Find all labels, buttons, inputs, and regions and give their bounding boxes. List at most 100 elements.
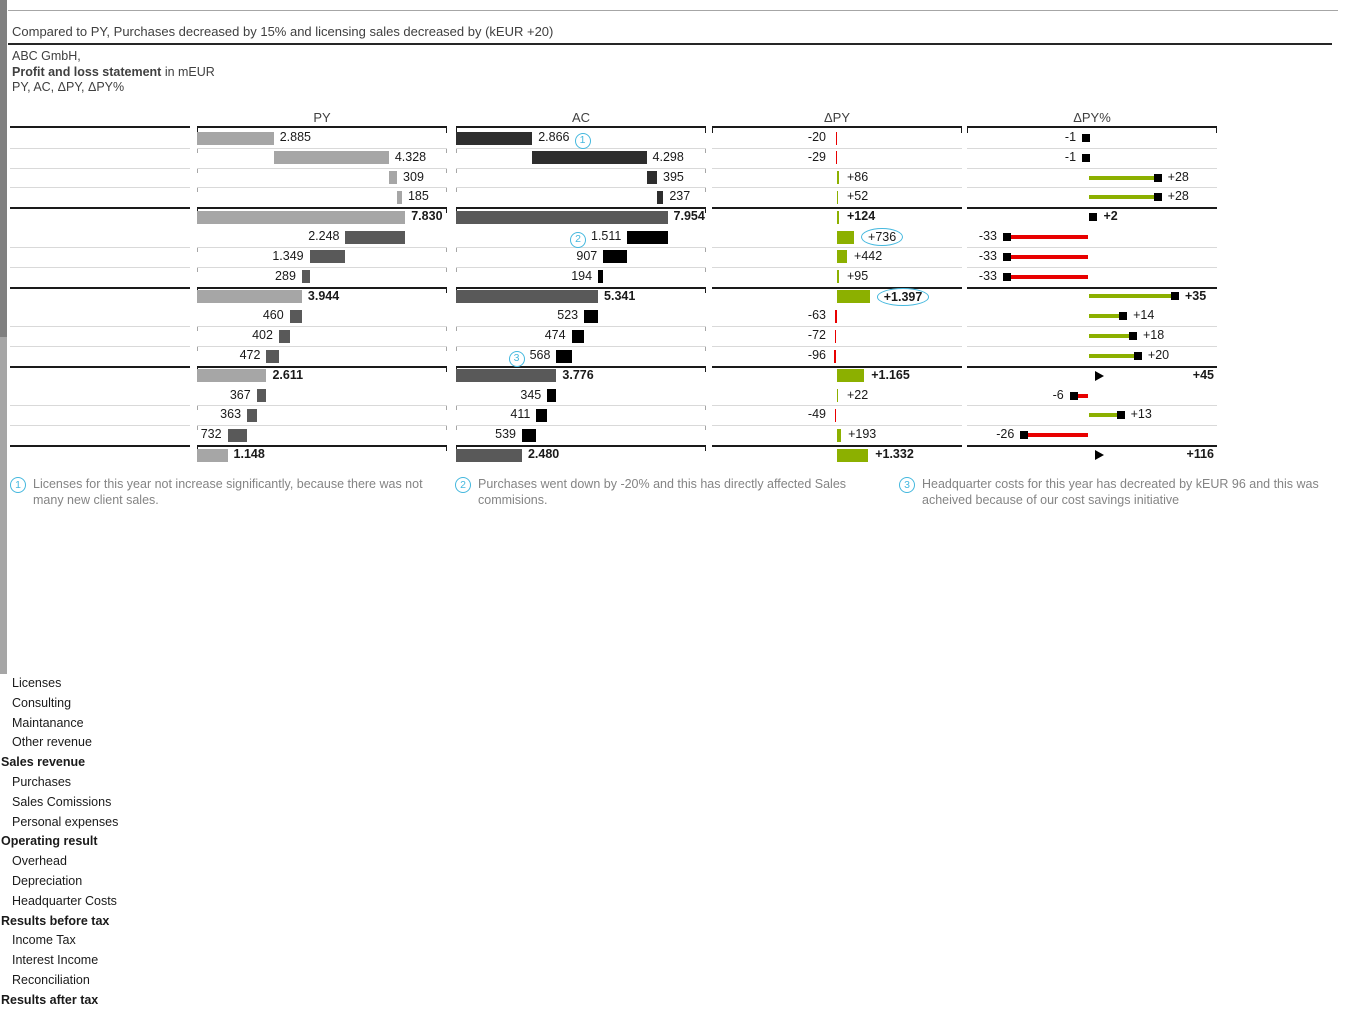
column-header-dpypct: ΔPY% bbox=[1073, 110, 1111, 125]
row-label-licenses: Licenses bbox=[12, 675, 62, 690]
py-value: 460 bbox=[262, 308, 284, 323]
py-bar bbox=[197, 290, 302, 304]
ac-bar bbox=[603, 250, 628, 264]
row-label-sales-comissions: Sales Comissions bbox=[12, 794, 112, 809]
axis-tick bbox=[197, 148, 198, 153]
row-separator-line bbox=[456, 425, 706, 427]
axis-tick bbox=[705, 188, 706, 193]
footnote-2: 2 Purchases went down by -20% and this ha… bbox=[455, 476, 877, 508]
row-separator-line bbox=[456, 346, 706, 348]
dpypct-value: +18 bbox=[1142, 328, 1165, 343]
ac-value: 3.776 bbox=[562, 367, 594, 382]
dpy-bar bbox=[835, 309, 837, 323]
dpy-cell: -96 bbox=[712, 346, 962, 366]
dpypct-pin-line bbox=[1006, 254, 1089, 259]
py-cell: 367 bbox=[197, 386, 447, 406]
ac-cell: 2.866 1 bbox=[456, 128, 706, 149]
row-label-results-after-tax: Results after tax bbox=[1, 992, 99, 1007]
dpy-cell: +52 bbox=[712, 187, 962, 207]
row-separator-line bbox=[456, 187, 706, 189]
ac-value: 237 bbox=[669, 189, 691, 204]
annotation-circle-1: 1 bbox=[574, 132, 591, 149]
dpy-value: +124 bbox=[847, 209, 876, 224]
column-header-dpy: ΔPY bbox=[823, 110, 851, 125]
axis-tick bbox=[446, 426, 447, 431]
py-cell: 2.885 bbox=[197, 128, 447, 148]
row-label-operating-result: Operating result bbox=[1, 834, 98, 849]
footnote-text: Purchases went down by -20% and this has… bbox=[478, 477, 847, 507]
ac-bar bbox=[532, 151, 647, 165]
statement-line: Profit and loss statement in mEUR bbox=[12, 65, 215, 81]
py-cell: 3.944 bbox=[197, 287, 447, 307]
py-cell: 309 bbox=[197, 168, 447, 188]
axis-tick bbox=[456, 347, 457, 352]
dpy-cell: -20 bbox=[712, 128, 962, 148]
dpy-value: -96 bbox=[807, 348, 826, 363]
axis-tick bbox=[456, 247, 457, 252]
dpypct-cell: +28 bbox=[967, 168, 1217, 188]
py-bar bbox=[278, 329, 290, 343]
dpypct-pin-line bbox=[1006, 274, 1089, 279]
ac-bar bbox=[547, 389, 557, 403]
ac-cell: 3 568 bbox=[456, 346, 706, 367]
dpy-value: -63 bbox=[807, 308, 826, 323]
row-label-income-tax: Income Tax bbox=[12, 933, 76, 948]
row-separator-line bbox=[967, 266, 1217, 268]
dpypct-value: +28 bbox=[1167, 169, 1189, 184]
dpy-value: -49 bbox=[807, 407, 826, 422]
ac-value: 3 568 bbox=[508, 346, 550, 367]
dpy-value: +442 bbox=[854, 248, 883, 263]
dpypct-cell: +2 bbox=[967, 207, 1217, 227]
pin-marker bbox=[1002, 233, 1011, 241]
group-separator-line bbox=[456, 365, 706, 368]
ac-value: 345 bbox=[520, 387, 542, 402]
axis-tick bbox=[456, 168, 457, 173]
row-separator-line bbox=[967, 326, 1217, 328]
group-separator-line bbox=[967, 365, 1217, 368]
ac-value: 2.480 bbox=[527, 447, 560, 462]
dpypct-cell: -33 bbox=[967, 247, 1217, 267]
ac-cell: 411 bbox=[456, 405, 706, 425]
row-label-results-before-tax: Results before tax bbox=[1, 913, 110, 928]
row-separator-line bbox=[456, 167, 706, 169]
dpy-cell: +193 bbox=[712, 425, 962, 445]
py-bar bbox=[273, 151, 389, 165]
axis-tick bbox=[446, 267, 447, 272]
dpy-cell: -29 bbox=[712, 148, 962, 168]
py-bar bbox=[397, 190, 402, 204]
pnl-waterfall-chart: Licenses 2.885 2.866 1 -20 -1 Consulting 4.328 4… bbox=[0, 0, 1217, 1007]
row-separator-line bbox=[712, 326, 962, 328]
py-bar bbox=[227, 428, 247, 442]
ac-cell: 3.776 bbox=[456, 366, 706, 386]
dpypct-value: -33 bbox=[978, 268, 997, 283]
group-separator-line bbox=[456, 126, 706, 128]
axis-tick bbox=[446, 148, 447, 153]
dpy-value: -29 bbox=[807, 149, 826, 164]
row-separator-line bbox=[712, 187, 962, 189]
axis-tick bbox=[705, 148, 706, 153]
axis-tick bbox=[446, 327, 447, 332]
row-separator-line bbox=[10, 147, 190, 149]
ac-bar bbox=[556, 349, 572, 363]
row-separator-line bbox=[197, 405, 447, 407]
row-separator-line bbox=[967, 147, 1217, 149]
py-value: 732 bbox=[200, 427, 222, 442]
axis-tick bbox=[705, 247, 706, 252]
axis-tick bbox=[705, 406, 706, 411]
dpy-bar bbox=[836, 428, 842, 442]
dpypct-pin-line bbox=[1088, 314, 1124, 319]
py-cell: 4.328 bbox=[197, 148, 447, 168]
axis-tick bbox=[446, 168, 447, 173]
axis-tick bbox=[456, 188, 457, 193]
group-separator-line bbox=[712, 126, 962, 128]
py-value: 367 bbox=[229, 387, 251, 402]
dpypct-cell: +14 bbox=[967, 306, 1217, 326]
axis-tick bbox=[456, 426, 457, 431]
dpy-value-axis bbox=[0, 0, 7, 337]
dpy-bar bbox=[836, 250, 848, 264]
py-bar bbox=[345, 230, 406, 244]
dpypct-value: +45 bbox=[1192, 367, 1214, 382]
dpy-value: +1.165 bbox=[871, 367, 910, 382]
py-value: 1.148 bbox=[233, 447, 265, 462]
py-value: 4.328 bbox=[394, 149, 427, 164]
